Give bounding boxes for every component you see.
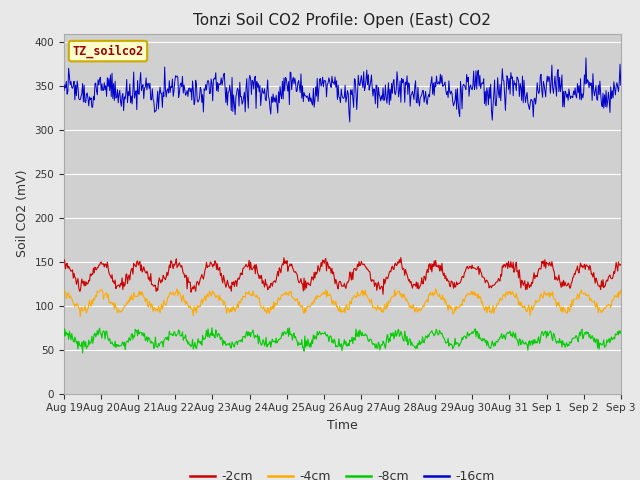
X-axis label: Time: Time [327, 419, 358, 432]
Legend: -2cm, -4cm, -8cm, -16cm: -2cm, -4cm, -8cm, -16cm [186, 465, 499, 480]
Text: TZ_soilco2: TZ_soilco2 [72, 44, 143, 58]
Title: Tonzi Soil CO2 Profile: Open (East) CO2: Tonzi Soil CO2 Profile: Open (East) CO2 [193, 13, 492, 28]
Y-axis label: Soil CO2 (mV): Soil CO2 (mV) [16, 170, 29, 257]
